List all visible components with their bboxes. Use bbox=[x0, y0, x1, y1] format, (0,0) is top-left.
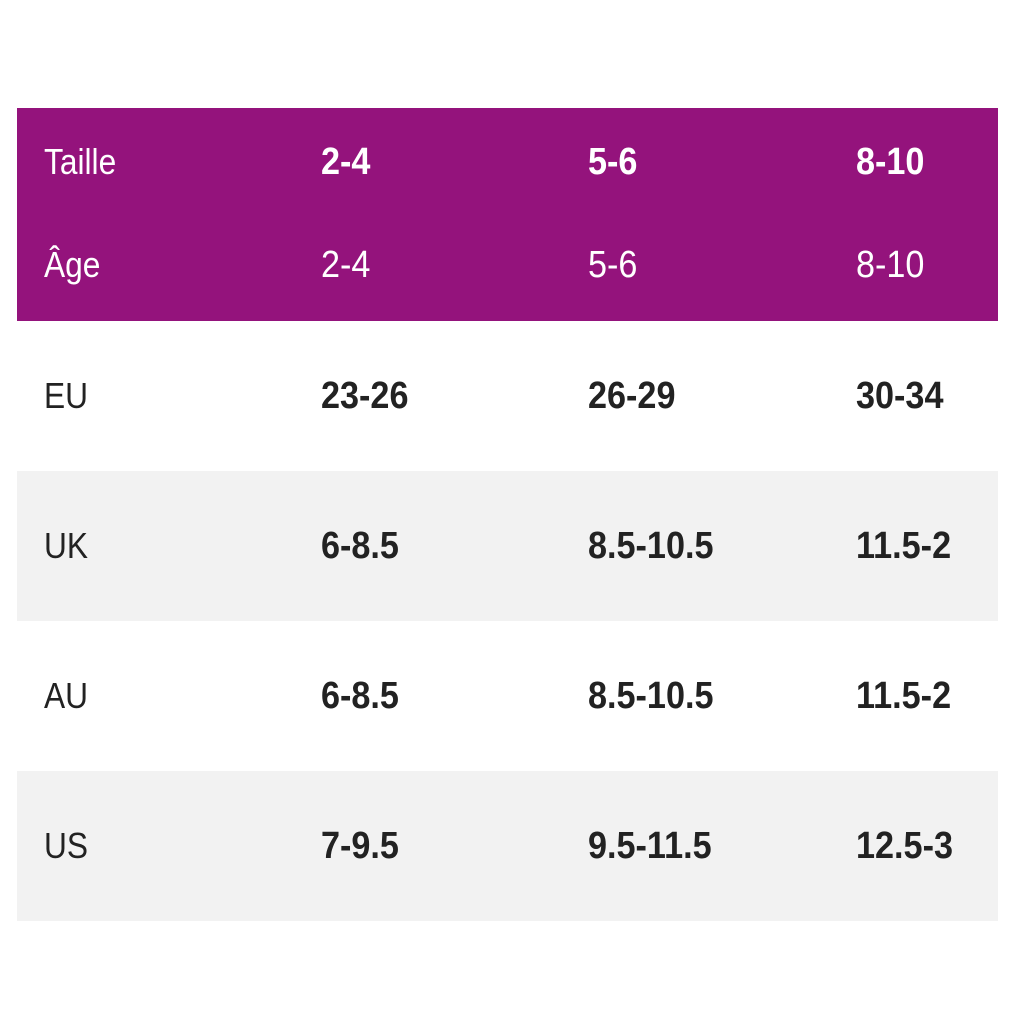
header-label-size: Taille bbox=[44, 141, 117, 182]
header-size-value: 2-4 bbox=[321, 141, 371, 183]
table-cell: 9.5-11.5 bbox=[588, 825, 712, 867]
header-age-value: 5-6 bbox=[588, 244, 638, 286]
table-cell: 11.5-2 bbox=[856, 525, 952, 567]
header-size-value: 8-10 bbox=[856, 141, 925, 183]
row-label-eu: EU bbox=[44, 375, 89, 416]
table-row-eu: EU 23-26 26-29 30-34 bbox=[17, 321, 998, 471]
table-row-uk: UK 6-8.5 8.5-10.5 11.5-2 bbox=[17, 471, 998, 621]
table-cell: 6-8.5 bbox=[321, 525, 399, 567]
size-chart-table: Taille 2-4 5-6 8-10 Âge 2-4 5-6 8-10 EU … bbox=[17, 108, 998, 921]
table-cell: 30-34 bbox=[856, 375, 944, 417]
table-cell: 23-26 bbox=[321, 375, 409, 417]
header-label-age: Âge bbox=[44, 244, 101, 285]
table-header: Taille 2-4 5-6 8-10 Âge 2-4 5-6 8-10 bbox=[17, 108, 998, 321]
table-cell: 26-29 bbox=[588, 375, 676, 417]
table-cell: 6-8.5 bbox=[321, 675, 399, 717]
row-label-us: US bbox=[44, 825, 89, 866]
header-row-size: Taille 2-4 5-6 8-10 bbox=[17, 137, 998, 187]
table-cell: 12.5-3 bbox=[856, 825, 953, 867]
header-age-value: 8-10 bbox=[856, 244, 925, 286]
row-label-uk: UK bbox=[44, 525, 89, 566]
row-label-au: AU bbox=[44, 675, 89, 716]
header-row-age: Âge 2-4 5-6 8-10 bbox=[17, 240, 998, 290]
table-cell: 8.5-10.5 bbox=[588, 675, 714, 717]
table-cell: 7-9.5 bbox=[321, 825, 399, 867]
table-row-us: US 7-9.5 9.5-11.5 12.5-3 bbox=[17, 771, 998, 921]
table-cell: 8.5-10.5 bbox=[588, 525, 714, 567]
header-age-value: 2-4 bbox=[321, 244, 371, 286]
table-row-au: AU 6-8.5 8.5-10.5 11.5-2 bbox=[17, 621, 998, 771]
header-size-value: 5-6 bbox=[588, 141, 638, 183]
table-cell: 11.5-2 bbox=[856, 675, 952, 717]
